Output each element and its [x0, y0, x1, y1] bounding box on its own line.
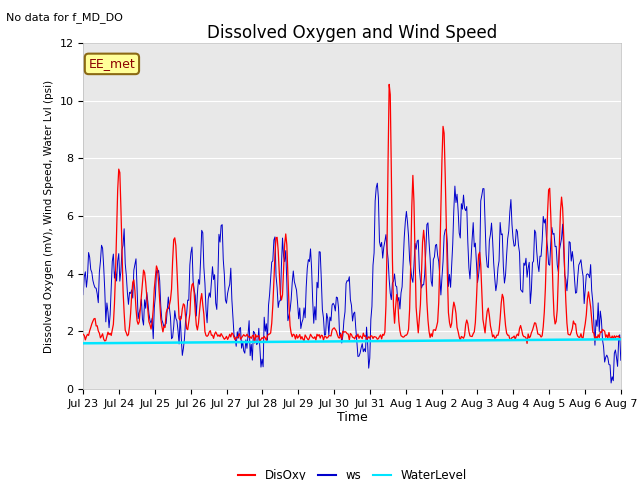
- ws: [605, 362, 612, 368]
- ws: [79, 292, 87, 298]
- WaterLevel: [399, 338, 407, 344]
- ws: [371, 250, 378, 256]
- WaterLevel: [371, 338, 378, 344]
- ws: [521, 263, 529, 268]
- DisOxy: [617, 336, 625, 341]
- WaterLevel: [335, 338, 342, 344]
- Line: WaterLevel: WaterLevel: [83, 339, 621, 343]
- DisOxy: [524, 340, 531, 346]
- DisOxy: [338, 336, 346, 342]
- Text: No data for f_MD_DO: No data for f_MD_DO: [6, 12, 124, 23]
- DisOxy: [371, 334, 378, 339]
- WaterLevel: [79, 340, 87, 346]
- ws: [401, 234, 408, 240]
- ws: [335, 305, 342, 311]
- Text: EE_met: EE_met: [88, 58, 135, 71]
- ws: [617, 358, 625, 363]
- WaterLevel: [520, 337, 527, 343]
- DisOxy: [79, 331, 87, 337]
- WaterLevel: [338, 338, 346, 344]
- DisOxy: [385, 82, 393, 87]
- X-axis label: Time: Time: [337, 411, 367, 424]
- DisOxy: [335, 335, 342, 340]
- Line: DisOxy: DisOxy: [83, 84, 621, 343]
- WaterLevel: [617, 336, 625, 342]
- Line: ws: ws: [83, 183, 621, 383]
- Legend: DisOxy, ws, WaterLevel: DisOxy, ws, WaterLevel: [233, 464, 471, 480]
- Y-axis label: Dissolved Oxygen (mV), Wind Speed, Water Lvl (psi): Dissolved Oxygen (mV), Wind Speed, Water…: [44, 79, 54, 353]
- DisOxy: [401, 334, 408, 339]
- Title: Dissolved Oxygen and Wind Speed: Dissolved Oxygen and Wind Speed: [207, 24, 497, 42]
- DisOxy: [606, 335, 614, 340]
- DisOxy: [521, 334, 529, 340]
- ws: [374, 180, 381, 186]
- WaterLevel: [604, 336, 612, 342]
- ws: [338, 340, 346, 346]
- ws: [607, 380, 615, 386]
